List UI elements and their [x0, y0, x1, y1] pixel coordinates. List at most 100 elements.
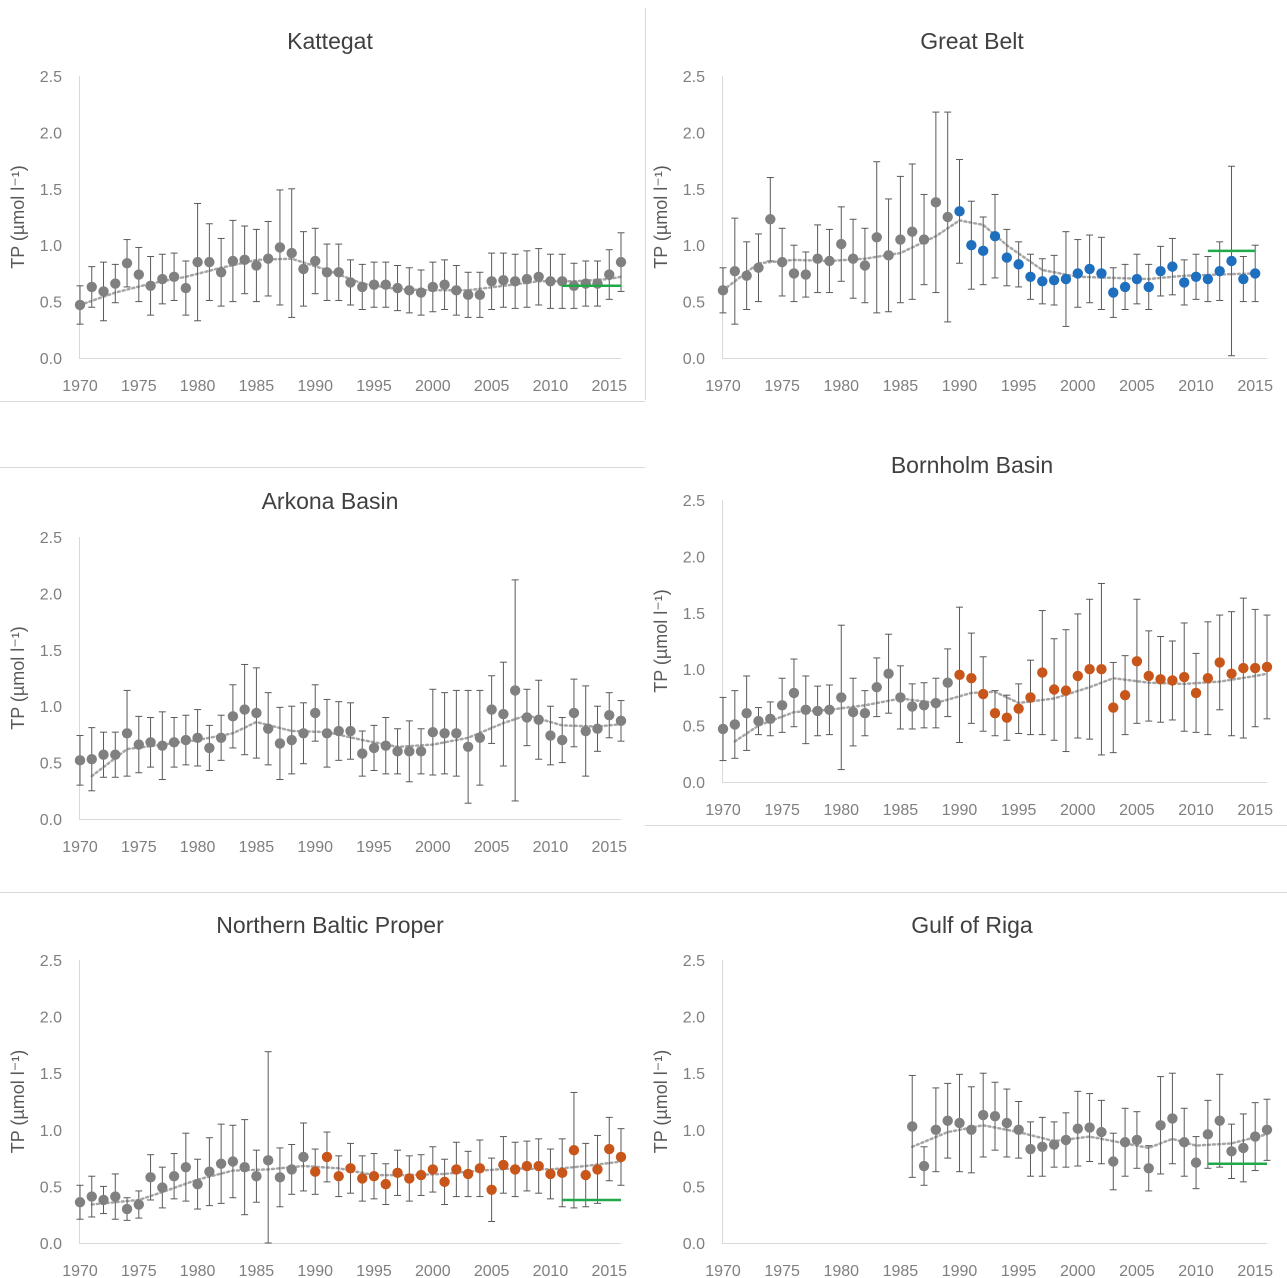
x-tick-label: 1970: [62, 1263, 98, 1278]
data-point: [110, 749, 121, 760]
data-point: [954, 206, 965, 217]
data-point: [404, 285, 415, 296]
data-point: [1060, 273, 1072, 285]
data-point: [1001, 252, 1013, 263]
y-tick-label: 0.5: [683, 719, 705, 736]
data-point: [753, 715, 764, 727]
x-tick-label: 1985: [239, 839, 275, 856]
y-tick-label: 1.5: [683, 606, 705, 623]
x-tick-label: 1975: [121, 1263, 157, 1278]
y-axis-label: TP (µmol l⁻¹): [651, 1050, 671, 1154]
x-tick-label: 1975: [764, 1263, 800, 1278]
data-point: [357, 748, 368, 759]
data-point: [859, 260, 871, 271]
data-point: [977, 245, 989, 257]
data-point: [907, 1121, 918, 1132]
data-point: [930, 1124, 942, 1136]
data-point: [486, 276, 497, 287]
data-point: [1084, 664, 1095, 675]
data-point: [121, 1203, 133, 1215]
x-tick-label: 1995: [356, 1263, 392, 1278]
y-tick-label: 1.0: [40, 699, 62, 716]
data-point: [895, 234, 906, 245]
data-point: [474, 732, 486, 743]
data-point: [1096, 268, 1107, 279]
chart-title: Arkona Basin: [262, 488, 399, 514]
data-point: [989, 707, 1001, 719]
y-tick-label: 0.5: [40, 756, 62, 773]
y-axis-label: TP (µmol l⁻¹): [651, 589, 671, 693]
chart-title: Bornholm Basin: [891, 452, 1053, 478]
data-point: [592, 1164, 603, 1175]
x-tick-label: 1990: [297, 1263, 333, 1278]
data-point: [977, 1109, 989, 1121]
panel-divider-lines: [0, 8, 1287, 893]
data-point: [1226, 255, 1237, 267]
data-point: [847, 706, 859, 718]
data-point: [274, 738, 286, 749]
data-point: [1108, 287, 1119, 298]
data-point: [930, 697, 942, 709]
data-point: [74, 1197, 86, 1208]
data-point: [262, 723, 274, 734]
data-point: [86, 281, 97, 293]
y-tick-label: 0.5: [683, 1179, 705, 1196]
x-tick-label: 1990: [942, 802, 978, 819]
x-tick-label: 1970: [705, 1263, 741, 1278]
data-point: [98, 286, 109, 297]
y-tick-label: 0.0: [40, 351, 62, 368]
y-tick-label: 1.0: [40, 1123, 62, 1140]
data-point: [439, 279, 450, 290]
data-point: [274, 242, 286, 253]
data-point: [180, 282, 192, 294]
data-point: [251, 707, 262, 719]
data-point: [580, 725, 591, 737]
data-point: [1037, 1141, 1048, 1152]
data-point: [1179, 1137, 1190, 1148]
data-point: [533, 714, 544, 725]
data-point: [812, 705, 823, 717]
data-point: [859, 707, 871, 719]
x-tick-label: 2015: [1237, 378, 1273, 395]
data-point: [474, 289, 486, 301]
data-point: [192, 256, 203, 268]
y-tick-label: 0.0: [683, 351, 705, 368]
data-point: [615, 256, 627, 268]
data-point: [717, 285, 729, 296]
x-tick-label: 1990: [297, 378, 333, 395]
y-axis-label: TP (µmol l⁻¹): [651, 165, 671, 269]
data-point: [1238, 1142, 1249, 1154]
data-point: [1048, 1139, 1060, 1150]
x-tick-label: 1985: [239, 378, 275, 395]
data-point: [180, 1161, 192, 1173]
data-point: [1202, 273, 1214, 285]
data-point: [321, 728, 333, 739]
data-point: [368, 1171, 380, 1182]
data-point: [192, 732, 203, 743]
data-point: [521, 712, 533, 723]
data-point: [274, 1172, 286, 1183]
data-point: [368, 742, 380, 754]
data-point: [1238, 273, 1249, 285]
data-point: [966, 673, 977, 684]
data-point: [121, 728, 133, 739]
data-point: [1214, 265, 1225, 277]
data-point: [1167, 261, 1178, 272]
y-tick-label: 2.5: [40, 953, 62, 970]
chart-panel-1: Kattegat TP (µmol l⁻¹) 0.0 0.5 1.0 1.5 2.0 2.5 1…: [8, 28, 627, 395]
data-point: [989, 1111, 1001, 1122]
chart-panel-5: Northern Baltic Proper TP (µmol l⁻¹) 0.0 0.…: [8, 912, 627, 1278]
data-point: [345, 1163, 356, 1174]
y-tick-label: 0.0: [40, 812, 62, 829]
x-tick-label: 1995: [356, 839, 392, 856]
data-point: [1072, 268, 1083, 279]
y-axis-label: TP (µmol l⁻¹): [8, 626, 28, 730]
data-point: [1119, 281, 1131, 293]
data-point: [918, 1160, 930, 1172]
data-point: [262, 253, 274, 264]
data-point: [345, 725, 356, 737]
data-point: [204, 1166, 215, 1177]
data-point: [977, 688, 989, 700]
data-point: [800, 269, 811, 280]
x-tick-label: 2015: [1237, 1263, 1273, 1278]
